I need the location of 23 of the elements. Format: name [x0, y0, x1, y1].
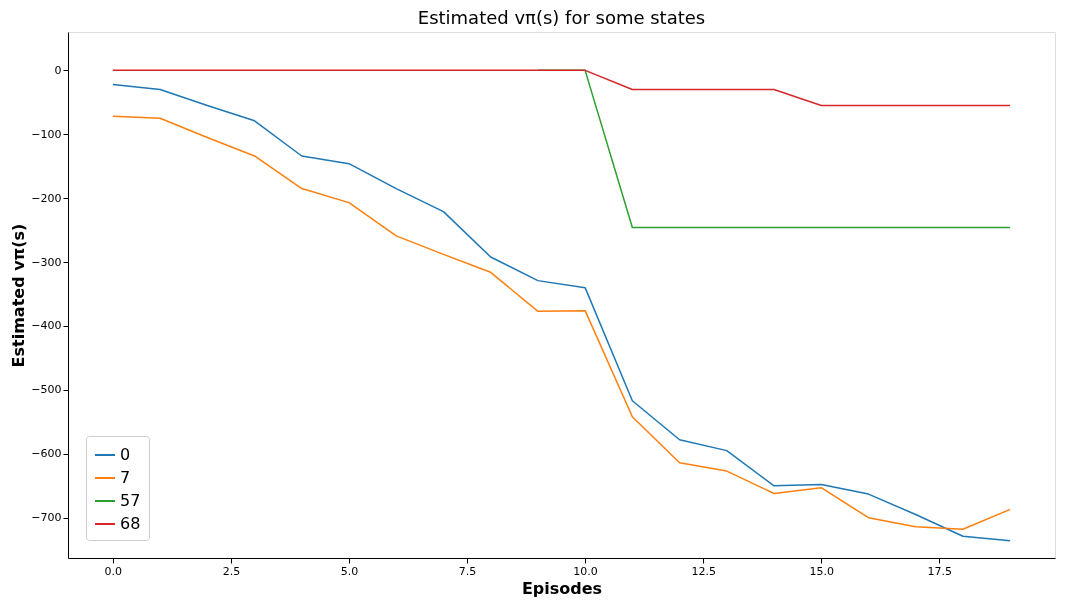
legend-label: 68 [120, 514, 141, 533]
y-tick-label: 0 [54, 63, 62, 77]
x-tick-label: 15.0 [809, 564, 834, 578]
x-tick-label: 5.0 [340, 564, 359, 578]
y-tick-label: −300 [31, 255, 62, 269]
x-tick-label: 2.5 [222, 564, 241, 578]
y-tick-label: −100 [31, 127, 62, 141]
y-tick-label: −700 [31, 511, 62, 525]
x-tick-label: 12.5 [691, 564, 716, 578]
legend-label: 57 [120, 491, 141, 510]
y-tick-label: −500 [31, 383, 62, 397]
x-tick-label: 17.5 [927, 564, 953, 578]
x-tick-label: 10.0 [573, 564, 598, 578]
x-tick-label: 7.5 [458, 564, 477, 578]
x-axis-title: Episodes [521, 578, 603, 598]
x-tick-label: 0.0 [104, 564, 123, 578]
legend-label: 7 [120, 468, 131, 487]
legend-label: 0 [120, 445, 131, 464]
y-tick-label: −600 [31, 447, 62, 461]
chart-title: Estimated vπ(s) for some states [417, 7, 706, 28]
y-axis-title: Estimated vπ(s) [9, 223, 29, 368]
y-tick-label: −400 [31, 319, 62, 333]
y-tick-label: −200 [31, 191, 62, 205]
